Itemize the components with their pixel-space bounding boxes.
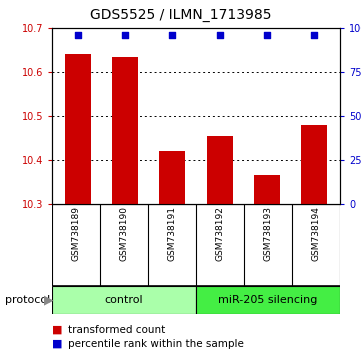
Bar (160, 151, 186, 204)
Text: ■: ■ (52, 339, 62, 349)
Text: GSM738189: GSM738189 (71, 206, 81, 262)
Text: ■: ■ (52, 325, 62, 335)
Point (311, 32, 317, 38)
Text: GSM738192: GSM738192 (216, 206, 225, 261)
Bar (65, 55, 91, 204)
Point (217, 32, 222, 38)
Point (170, 32, 175, 38)
Text: GSM738193: GSM738193 (264, 206, 273, 262)
Point (264, 32, 270, 38)
Text: GSM738190: GSM738190 (119, 206, 129, 262)
Text: transformed count: transformed count (68, 325, 165, 335)
Bar (301, 125, 327, 204)
Point (75, 32, 81, 38)
Bar (52, 286, 196, 314)
Bar (112, 57, 138, 204)
Bar (206, 136, 232, 204)
Text: GDS5525 / ILMN_1713985: GDS5525 / ILMN_1713985 (90, 8, 271, 22)
Text: GSM738191: GSM738191 (168, 206, 177, 262)
Text: control: control (105, 295, 143, 305)
Bar (196, 286, 340, 314)
Text: protocol: protocol (5, 295, 51, 305)
Text: percentile rank within the sample: percentile rank within the sample (68, 339, 244, 349)
Bar (254, 175, 280, 204)
Text: ▶: ▶ (44, 293, 53, 307)
Text: miR-205 silencing: miR-205 silencing (218, 295, 318, 305)
Point (122, 32, 128, 38)
Text: GSM738194: GSM738194 (312, 206, 321, 261)
